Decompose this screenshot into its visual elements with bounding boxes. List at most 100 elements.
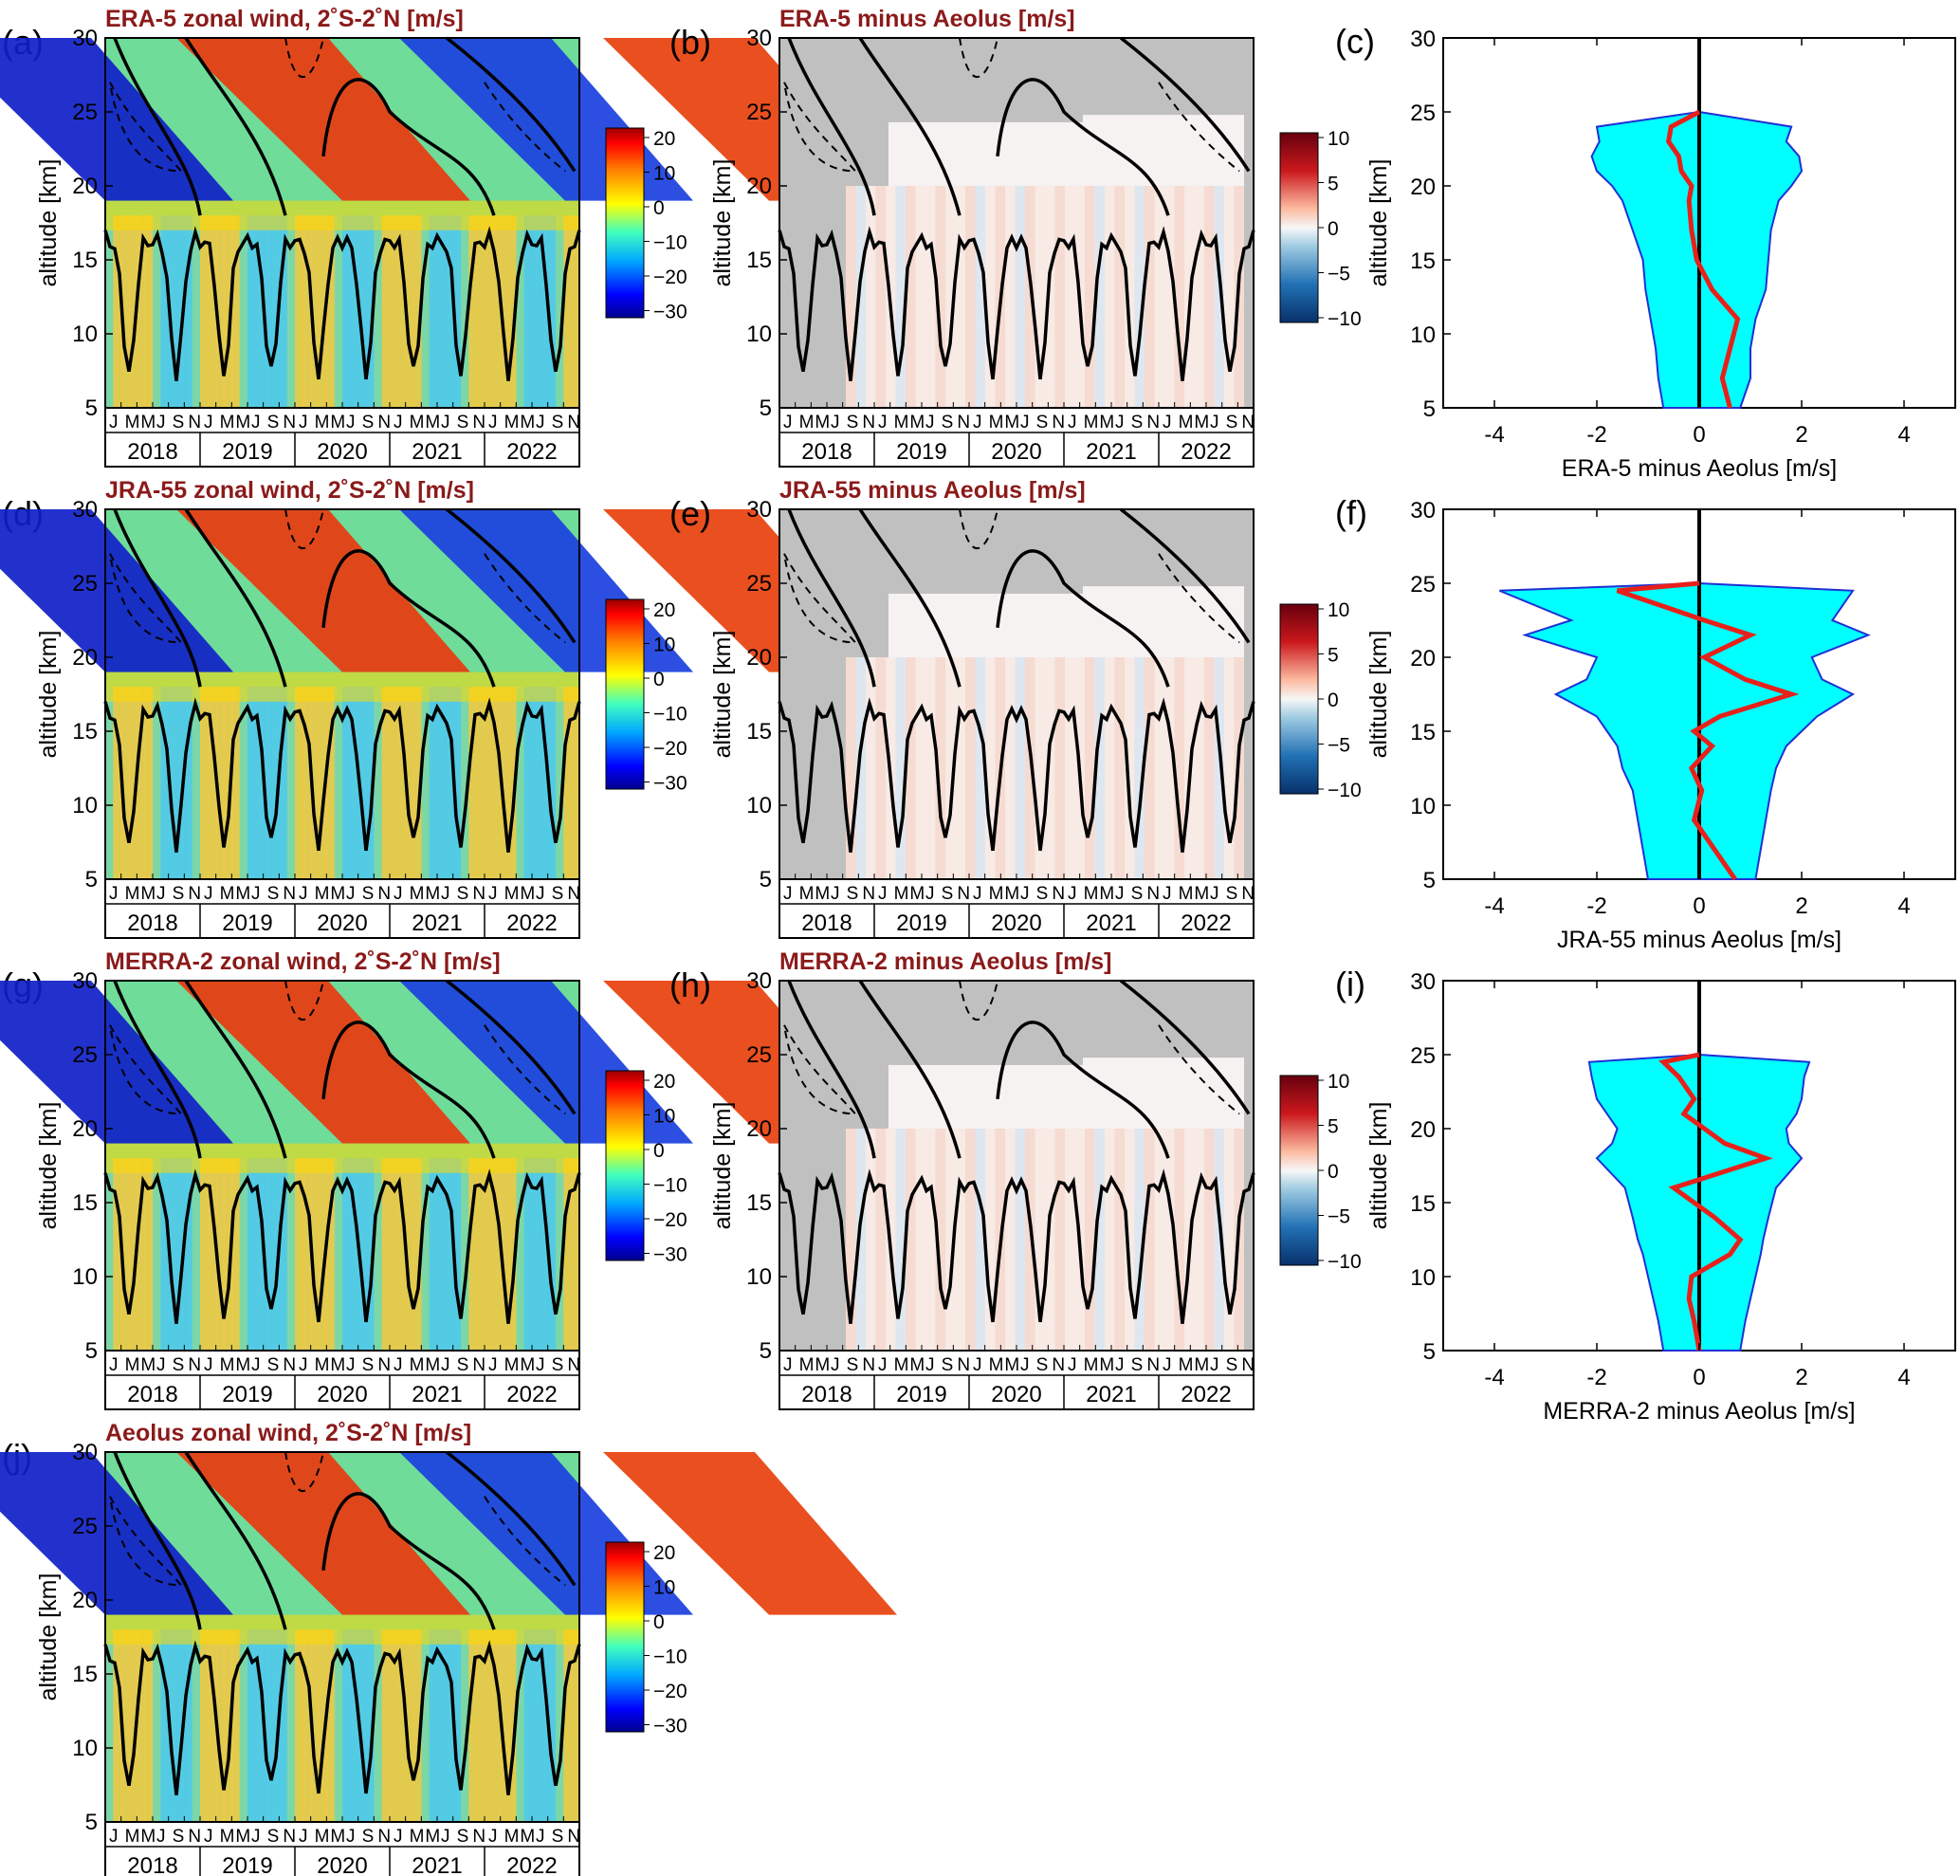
diff-cell xyxy=(1035,186,1045,408)
heatmap-cell xyxy=(302,1629,312,1822)
diff-cell xyxy=(1154,1129,1164,1351)
month-tick-label: J xyxy=(536,884,545,904)
heatmap-cell xyxy=(508,1158,518,1351)
month-tick-label: S xyxy=(552,1827,564,1847)
y-tick-label: 20 xyxy=(1410,175,1436,200)
heatmap-cell xyxy=(224,1158,233,1351)
heatmap-cell xyxy=(184,1158,193,1351)
month-tick-label: J xyxy=(346,1355,356,1375)
month-tick-label: J xyxy=(441,884,450,904)
month-tick-label: J xyxy=(878,884,888,904)
month-tick-label: S xyxy=(362,1827,375,1847)
year-label: 2020 xyxy=(317,1382,367,1407)
colorbar-tick-label: −10 xyxy=(1328,780,1362,801)
y-tick-label: 25 xyxy=(746,1042,772,1068)
month-tick-label: J xyxy=(488,1355,498,1375)
month-tick-label: J xyxy=(346,1827,356,1847)
panel-title: MERRA-2 zonal wind, 2˚S-2˚N [m/s] xyxy=(105,948,501,975)
heatmap-cell xyxy=(137,1158,146,1351)
month-tick-label: M xyxy=(425,1355,440,1375)
month-tick-label: J xyxy=(1163,1355,1172,1375)
diff-cell xyxy=(1224,186,1235,408)
diff-cell xyxy=(1065,657,1075,879)
diff-cell xyxy=(906,1129,916,1351)
dashed-contour xyxy=(1158,553,1240,644)
diff-cell xyxy=(1005,657,1016,879)
zero-contour xyxy=(445,1450,577,1587)
x-tick-label: 4 xyxy=(1897,422,1910,448)
diff-cell xyxy=(1164,186,1175,408)
month-tick-label: S xyxy=(267,1355,280,1375)
heatmap-cell xyxy=(310,1629,320,1822)
month-tick-label: N xyxy=(957,884,970,904)
heatmap-cell xyxy=(413,687,423,879)
zero-contour xyxy=(321,1492,496,1630)
y-tick-label: 20 xyxy=(72,645,98,671)
month-tick-label: N xyxy=(1052,884,1065,904)
y-tick-label: 5 xyxy=(85,395,98,421)
month-tick-label: M xyxy=(894,1355,909,1375)
qbo-band xyxy=(0,981,233,1144)
month-tick-label: J xyxy=(831,1355,840,1375)
qbo-band xyxy=(176,981,470,1144)
month-tick-label: M xyxy=(330,1355,345,1375)
dashed-contour xyxy=(1158,82,1240,173)
month-tick-label: J xyxy=(299,1355,308,1375)
month-tick-label: J xyxy=(1068,884,1077,904)
colorbar-tick-label: 10 xyxy=(653,1106,675,1128)
heatmap-cell xyxy=(445,1158,454,1351)
month-tick-label: M xyxy=(799,1355,815,1375)
heatmap-cell xyxy=(168,215,177,408)
year-label: 2021 xyxy=(412,910,462,936)
month-tick-label: M xyxy=(140,884,156,904)
y-tick-label: 30 xyxy=(72,1440,98,1465)
y-tick-label: 10 xyxy=(746,1264,772,1290)
heatmap-cell xyxy=(215,215,225,408)
heatmap-cell xyxy=(247,215,257,408)
heatmap-cell xyxy=(263,1158,272,1351)
zero-contour xyxy=(996,549,1170,688)
colorbar-tick-label: 10 xyxy=(1328,128,1349,150)
heatmap-cell xyxy=(350,1629,359,1822)
colorbar xyxy=(605,1070,645,1261)
month-tick-label: S xyxy=(1036,413,1049,432)
diff-cell xyxy=(1094,1129,1105,1351)
heatmap-cell xyxy=(176,687,186,879)
y-tick-label: 20 xyxy=(72,1588,98,1613)
y-tick-label: 30 xyxy=(72,497,98,523)
y-tick-label: 5 xyxy=(760,1338,772,1364)
year-label: 2020 xyxy=(317,910,367,936)
heatmap-cell xyxy=(468,215,478,408)
y-axis-label: altitude [km] xyxy=(709,159,736,287)
zero-contour xyxy=(1119,979,1251,1115)
heatmap-cell xyxy=(390,1158,399,1351)
y-tick-label: 25 xyxy=(1410,1043,1436,1069)
month-tick-label: J xyxy=(394,413,403,432)
colorbar-tick-label: 5 xyxy=(1328,645,1339,667)
month-tick-label: J xyxy=(831,413,840,432)
month-tick-label: M xyxy=(1179,884,1194,904)
month-tick-label: J xyxy=(783,413,793,432)
panel-title: JRA-55 minus Aeolus [m/s] xyxy=(779,477,1086,504)
heatmap-cell xyxy=(113,687,122,879)
tropospheric-contour xyxy=(778,697,1255,853)
heatmap-cell xyxy=(421,1158,430,1351)
panel-label: (c) xyxy=(1335,22,1375,61)
heatmap-cell xyxy=(563,1158,573,1351)
y-tick-label: 5 xyxy=(85,1338,98,1364)
year-label: 2018 xyxy=(801,439,852,465)
y-tick-label: 15 xyxy=(72,248,98,273)
month-tick-label: S xyxy=(173,1827,185,1847)
diff-cell xyxy=(855,657,866,879)
month-tick-label: J xyxy=(488,1827,498,1847)
y-tick-label: 10 xyxy=(72,322,98,347)
colorbar xyxy=(605,1541,645,1733)
heatmap-cell xyxy=(224,215,233,408)
month-tick-label: N xyxy=(377,1355,391,1375)
month-tick-label: J xyxy=(299,1827,308,1847)
heatmap-cell xyxy=(413,1629,423,1822)
heatmap-cell xyxy=(326,1158,336,1351)
y-axis-label: altitude [km] xyxy=(1365,1102,1392,1230)
month-tick-label: S xyxy=(362,1355,375,1375)
heatmap-cell xyxy=(208,1158,217,1351)
